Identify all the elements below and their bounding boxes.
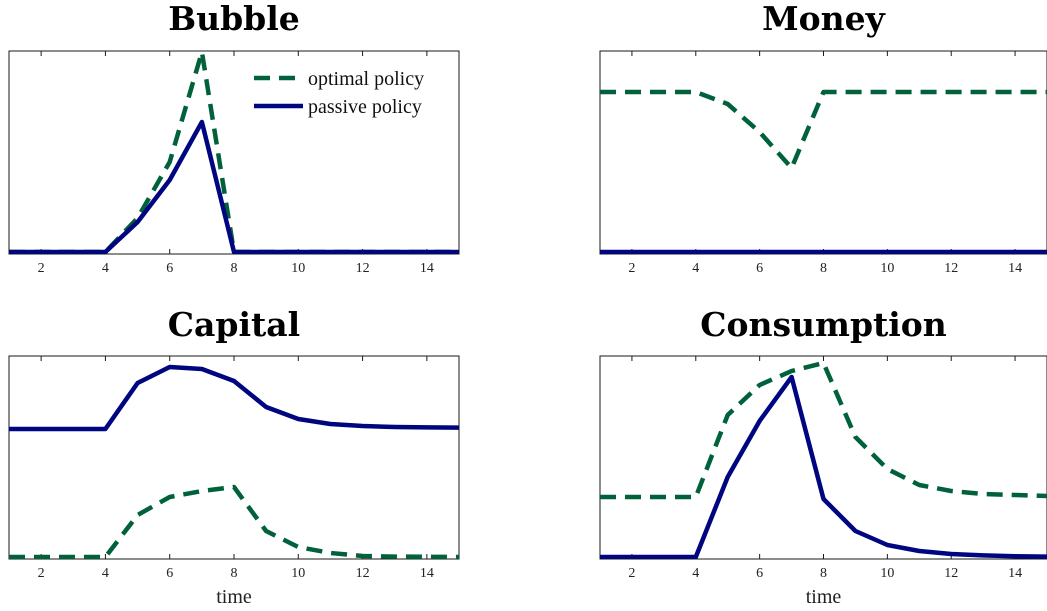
- legend-passive-label: passive policy: [308, 96, 422, 118]
- x-tick-label: 4: [692, 566, 699, 581]
- x-tick-label: 10: [291, 566, 305, 581]
- panel-consumption: Consumption 2 4 6 8 10 12 14 time: [599, 305, 1047, 608]
- panel-title: Consumption: [700, 305, 947, 344]
- x-tick-label: 10: [880, 566, 894, 581]
- x-tick-label: 6: [166, 261, 173, 276]
- x-tick-label: 14: [1008, 261, 1022, 276]
- panel-title: Capital: [168, 305, 300, 344]
- legend: optimal policy passive policy: [254, 68, 424, 118]
- panel-money: Money 2 4 6 8 10 12 14: [599, 0, 1047, 276]
- optimal-policy-line: [600, 360, 1047, 500]
- optimal-policy-line: [600, 89, 1047, 171]
- series-group: [600, 360, 1047, 559]
- panel-capital: Capital 2 4 6 8 10 12 14 time: [8, 305, 460, 608]
- x-tick-label: 2: [628, 261, 635, 276]
- legend-optimal-label: optimal policy: [308, 68, 424, 90]
- x-tick-label: 2: [38, 261, 45, 276]
- x-tick-label: 12: [356, 566, 370, 581]
- x-tick-label: 8: [231, 566, 238, 581]
- x-tick-label: 8: [820, 261, 827, 276]
- x-tick-label: 10: [880, 261, 894, 276]
- series-group: [9, 364, 459, 559]
- passive-policy-line: [9, 364, 459, 432]
- x-tick-label: 4: [102, 566, 109, 581]
- series-group: [600, 89, 1047, 254]
- x-tick-label: 12: [944, 261, 958, 276]
- axes-frame: [8, 355, 460, 560]
- x-axis-label: time: [216, 586, 252, 608]
- x-tick-label: 8: [231, 261, 238, 276]
- passive-policy-line: [9, 119, 459, 254]
- axes-frame: [599, 50, 1047, 255]
- panel-bubble: Bubble 2 4 6 8 10 12 14 optimal policy passive po…: [8, 0, 460, 276]
- x-axis-label: time: [806, 586, 842, 608]
- optimal-policy-line: [9, 484, 459, 559]
- panel-title: Bubble: [168, 0, 300, 38]
- series-group: [9, 51, 459, 254]
- x-tick-label: 6: [756, 261, 763, 276]
- passive-policy-line: [600, 374, 1047, 559]
- axes-frame: [599, 355, 1047, 560]
- x-tick-label: 6: [166, 566, 173, 581]
- x-tick-label: 12: [944, 566, 958, 581]
- panel-title: Money: [762, 0, 886, 38]
- x-tick-label: 14: [420, 261, 434, 276]
- x-tick-label: 6: [756, 566, 763, 581]
- x-tick-label: 10: [291, 261, 305, 276]
- x-tick-label: 14: [420, 566, 434, 581]
- x-tick-label: 4: [692, 261, 699, 276]
- x-tick-label: 4: [102, 261, 109, 276]
- x-tick-label: 14: [1008, 566, 1022, 581]
- x-tick-label: 8: [820, 566, 827, 581]
- x-tick-label: 2: [628, 566, 635, 581]
- x-tick-label: 2: [38, 566, 45, 581]
- x-tick-label: 12: [356, 261, 370, 276]
